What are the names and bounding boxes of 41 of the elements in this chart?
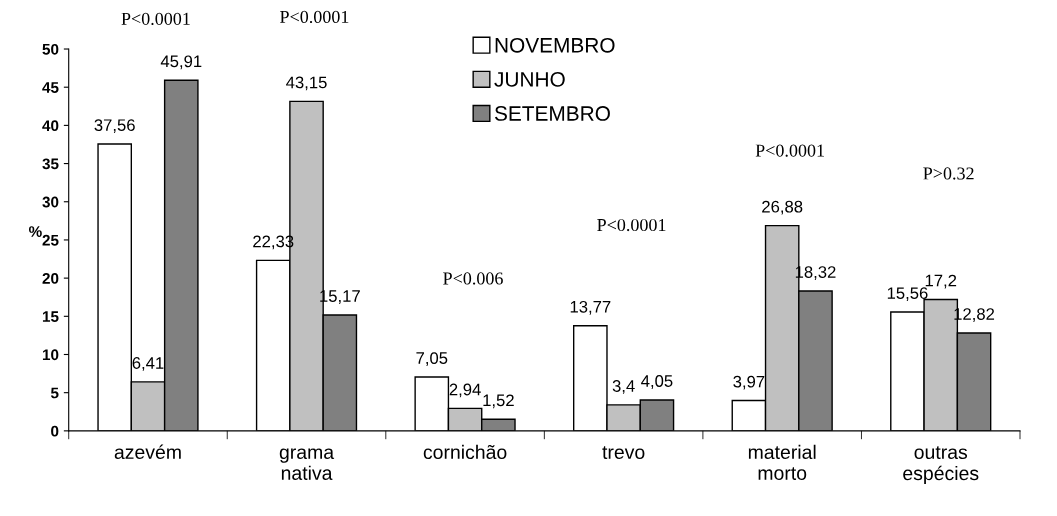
x-tick-label: material morto	[748, 444, 816, 480]
data-label: 15,56	[887, 287, 928, 301]
data-label: 2,94	[449, 383, 481, 398]
legend-label: SETEMBRO	[494, 106, 610, 121]
text: P<0.0001	[121, 12, 190, 25]
data-label: 43,15	[286, 76, 327, 91]
x-tick-label: azevém	[114, 444, 181, 460]
y-tick-label: 25	[42, 234, 59, 246]
data-label: 3,97	[733, 375, 765, 390]
data-label: 17,2	[925, 274, 957, 289]
y-tick-label: 35	[42, 158, 59, 170]
legend-label: NOVEMBRO	[495, 37, 615, 53]
annotation: P<0.006	[443, 272, 503, 285]
x-tick-label: trevo	[602, 446, 645, 460]
y-tick-label: 40	[42, 120, 59, 132]
x-tick-label: grama nativa	[279, 448, 335, 480]
y-tick-label: 50	[42, 43, 59, 55]
data-label: 6,41	[132, 357, 164, 371]
annotation: P<0.0001	[755, 144, 824, 157]
data-label: 3,4	[612, 380, 635, 394]
annotation: P>0.32	[923, 167, 974, 180]
annotation: P<0.0001	[597, 218, 666, 232]
y-axis-title: %	[29, 226, 42, 237]
y-tick-label: 30	[42, 196, 59, 208]
data-label: 45,91	[160, 55, 202, 70]
data-label: 1,52	[483, 394, 514, 409]
data-label: 26,88	[762, 200, 803, 215]
legend-label: JUNHO	[494, 72, 565, 87]
y-tick-label: 45	[42, 82, 59, 93]
y-tick-label: 20	[42, 272, 59, 284]
data-label: 37,56	[94, 119, 135, 133]
x-tick-label: cornichão	[423, 444, 507, 460]
data-label: 13,77	[570, 300, 611, 315]
data-label: 7,05	[416, 352, 448, 366]
y-tick-label: 15	[42, 311, 59, 322]
x-tick-label: outras espécies	[903, 446, 979, 485]
y-tick-label: 0	[51, 425, 59, 437]
text: P<0.0001	[280, 10, 349, 24]
data-label: 4,05	[641, 375, 673, 389]
y-tick-label: 10	[42, 349, 59, 361]
y-tick-label: 5	[50, 387, 59, 399]
